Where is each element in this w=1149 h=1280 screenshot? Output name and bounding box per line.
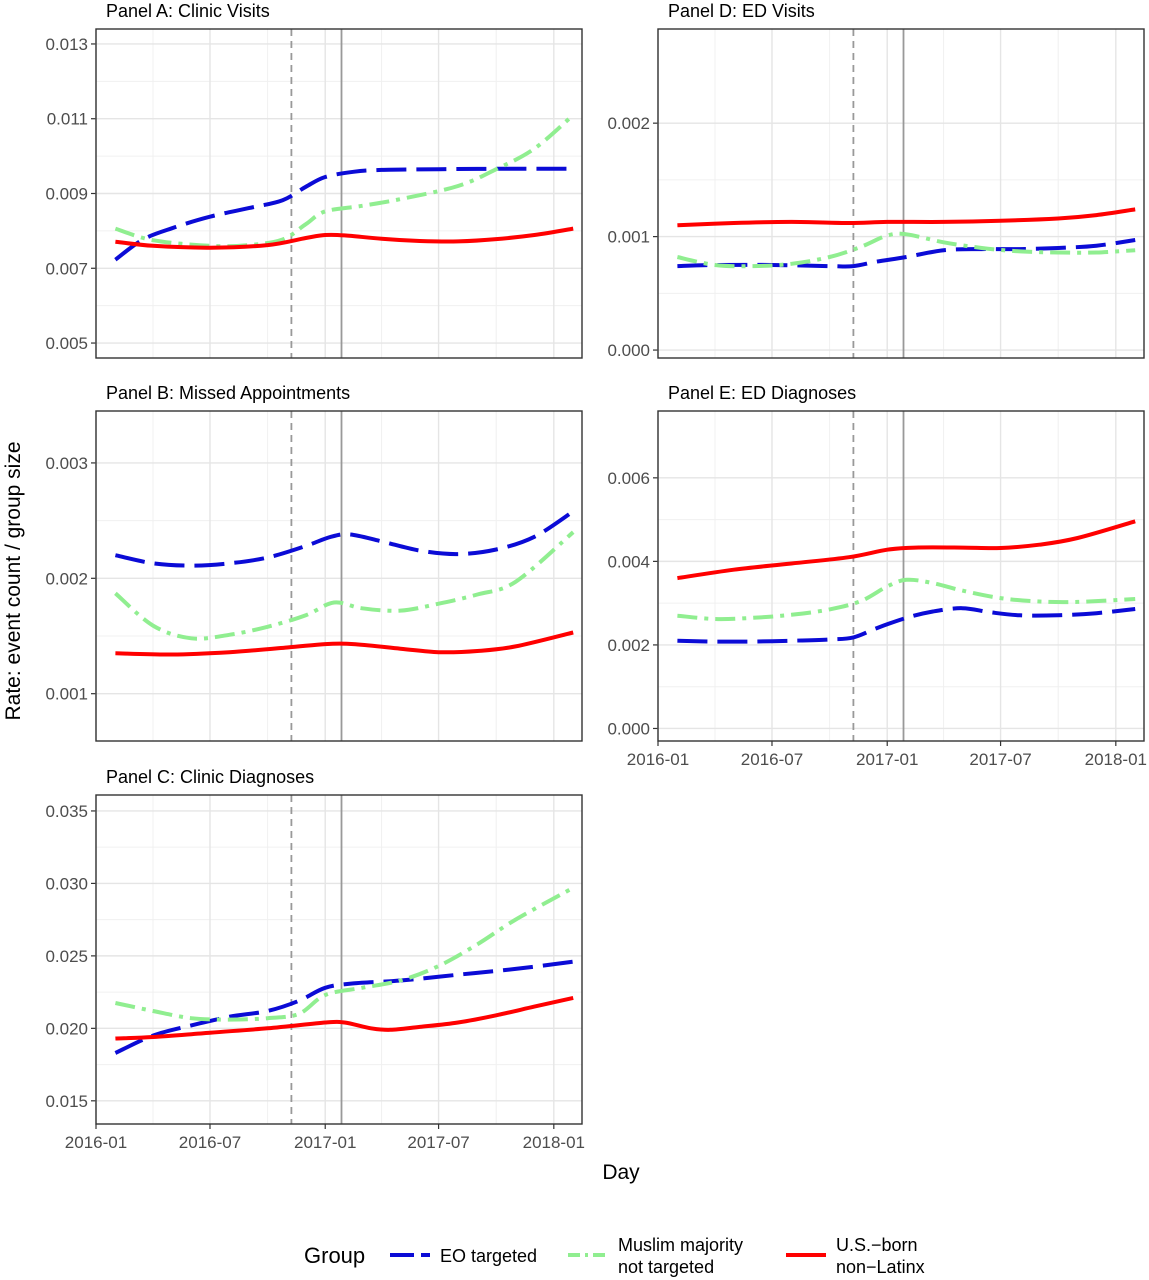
y-tick-label: 0.007 bbox=[45, 259, 88, 278]
panels-layer: 0.005 0.007 0.009 0.011 0.013 Panel A: Clinic… bbox=[45, 1, 1147, 1152]
y-tick-label: 0.000 bbox=[607, 719, 650, 738]
x-tick-label: 2018-01 bbox=[1085, 750, 1147, 769]
y-tick-label: 0.004 bbox=[607, 552, 650, 571]
series-line-us-born bbox=[677, 519, 1136, 581]
series-line-eo-targeted bbox=[114, 509, 575, 568]
y-tick-label: 0.025 bbox=[45, 947, 88, 966]
x-tick-label: 2017-01 bbox=[856, 750, 918, 769]
series-line-muslim-majority bbox=[676, 231, 1136, 269]
y-tick-label: 0.002 bbox=[607, 114, 650, 133]
series-line-us-born bbox=[115, 995, 574, 1041]
panel-d: 0.000 0.001 0.002 Panel D: ED Visits bbox=[607, 1, 1145, 360]
panel-a: 0.005 0.007 0.009 0.011 0.013 Panel A: Clinic… bbox=[45, 1, 583, 359]
series-line-muslim-majority bbox=[677, 577, 1136, 622]
legend-label: EO targeted bbox=[440, 1246, 537, 1266]
y-tick-label: 0.002 bbox=[607, 636, 650, 655]
y-tick-label: 0.005 bbox=[45, 334, 88, 353]
panel-border bbox=[657, 410, 1145, 742]
panel-background bbox=[658, 29, 1144, 358]
panel-title: Panel E: ED Diagnoses bbox=[668, 383, 856, 403]
panel-title: Panel B: Missed Appointments bbox=[106, 383, 350, 403]
x-tick-label: 2016-01 bbox=[65, 1133, 127, 1152]
y-tick-label: 0.000 bbox=[607, 341, 650, 360]
series-line-eo-targeted bbox=[114, 959, 574, 1055]
x-tick-label: 2016-07 bbox=[741, 750, 803, 769]
panel-e: 0.000 0.002 0.004 0.006 2016-01 2016-07 2017-0… bbox=[607, 383, 1147, 769]
legend-label: not targeted bbox=[618, 1257, 714, 1277]
panel-background bbox=[658, 411, 1144, 741]
panel-border bbox=[95, 410, 583, 742]
legend-label: non−Latinx bbox=[836, 1257, 925, 1277]
x-tick-label: 2018-01 bbox=[523, 1133, 585, 1152]
y-tick-label: 0.035 bbox=[45, 802, 88, 821]
y-tick-label: 0.001 bbox=[45, 685, 88, 704]
x-tick-label: 2017-07 bbox=[969, 750, 1031, 769]
series-line-us-born bbox=[677, 207, 1136, 228]
series-line-eo-targeted bbox=[677, 606, 1136, 644]
y-tick-label: 0.006 bbox=[607, 469, 650, 488]
series-line-muslim-majority bbox=[114, 113, 575, 249]
legend-label: Muslim majority bbox=[618, 1235, 743, 1255]
y-tick-label: 0.011 bbox=[47, 110, 88, 129]
panel-background bbox=[96, 411, 582, 741]
panel-border bbox=[95, 28, 583, 359]
x-tick-label: 2016-01 bbox=[627, 750, 689, 769]
x-tick-label: 2016-07 bbox=[179, 1133, 241, 1152]
y-tick-label: 0.001 bbox=[607, 228, 650, 247]
x-tick-label: 2017-07 bbox=[407, 1133, 469, 1152]
y-tick-label: 0.002 bbox=[45, 569, 88, 588]
panel-background bbox=[96, 795, 582, 1124]
series-line-us-born bbox=[115, 630, 574, 657]
panel-title: Panel C: Clinic Diagnoses bbox=[106, 767, 314, 787]
y-tick-label: 0.020 bbox=[45, 1019, 88, 1038]
legend-entry-eo-targeted: EO targeted bbox=[390, 1246, 537, 1266]
panel-b: 0.001 0.002 0.003 Panel B: Missed Appointme… bbox=[45, 383, 583, 742]
y-tick-label: 0.003 bbox=[45, 454, 88, 473]
panel-border bbox=[657, 28, 1145, 359]
y-axis-title: Rate: event count / group size bbox=[2, 442, 25, 721]
y-tick-label: 0.009 bbox=[45, 185, 88, 204]
y-tick-label: 0.013 bbox=[45, 35, 88, 54]
panel-border bbox=[95, 794, 583, 1125]
x-axis-title: Day bbox=[602, 1161, 640, 1184]
legend-title: Group bbox=[304, 1243, 365, 1268]
y-tick-label: 0.030 bbox=[45, 874, 88, 893]
series-line-us-born bbox=[115, 226, 574, 250]
panel-title: Panel A: Clinic Visits bbox=[106, 1, 270, 21]
legend-label: U.S.−born bbox=[836, 1235, 918, 1255]
series-line-muslim-majority bbox=[114, 530, 575, 641]
y-tick-label: 0.015 bbox=[45, 1092, 88, 1111]
panel-title: Panel D: ED Visits bbox=[668, 1, 815, 21]
x-tick-label: 2017-01 bbox=[294, 1133, 356, 1152]
panel-c: 0.015 0.020 0.025 0.030 0.035 2016-01 2016-07 2… bbox=[45, 767, 585, 1152]
series-line-muslim-majority bbox=[114, 886, 575, 1022]
series-line-eo-targeted bbox=[114, 166, 574, 262]
